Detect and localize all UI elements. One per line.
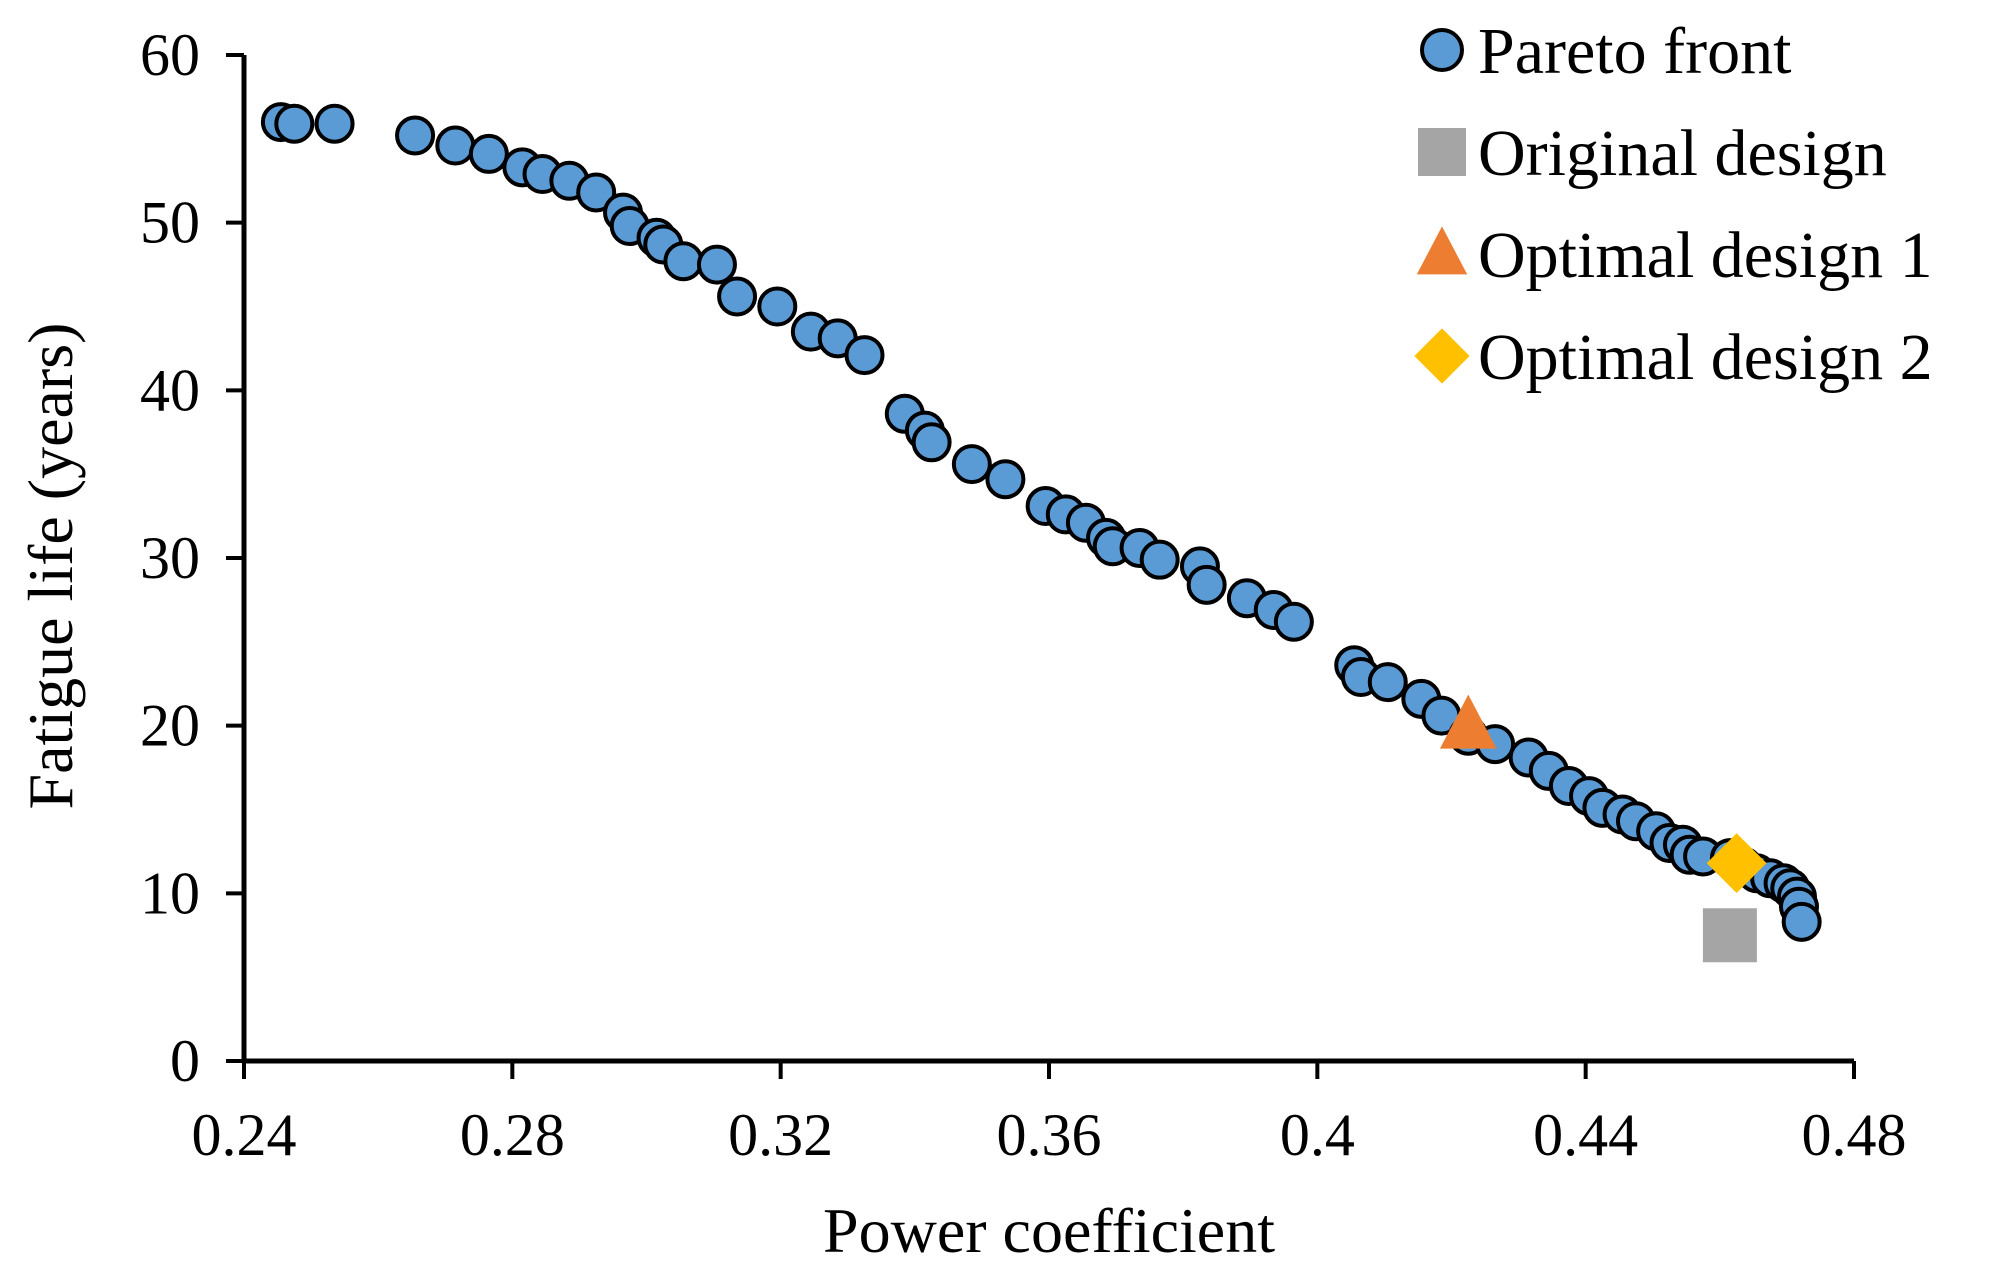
legend-marker <box>1414 328 1470 384</box>
pareto-point <box>1139 539 1180 580</box>
legend-item: Optimal design 2 <box>1414 321 1933 394</box>
x-tick-label: 0.4 <box>1280 1102 1355 1168</box>
pareto-point <box>1273 601 1314 642</box>
pareto-point <box>435 125 476 166</box>
legend-marker <box>1418 128 1466 176</box>
optimal-design-1-point <box>1439 694 1497 749</box>
y-tick-label: 30 <box>140 525 200 591</box>
series-optimal-design-1 <box>1439 694 1497 749</box>
pareto-point <box>985 459 1026 500</box>
optimal-design-2-point <box>1706 833 1767 894</box>
legend-item: Original design <box>1418 117 1887 190</box>
legend-label: Original design <box>1478 117 1887 190</box>
legend-label: Optimal design 1 <box>1478 219 1933 292</box>
pareto-point <box>274 103 315 144</box>
series-optimal-design-2 <box>1706 833 1767 894</box>
x-tick-label: 0.36 <box>997 1102 1102 1168</box>
axes: 0.24 0.28 0.32 0.36 0.4 0.44 0.48 0 10 20 30 40 50 60 <box>140 22 1907 1168</box>
series-original-design <box>1702 908 1757 963</box>
pareto-point <box>468 133 509 174</box>
legend-label: Optimal design 2 <box>1478 321 1933 394</box>
legend-marker <box>1420 28 1464 72</box>
legend-item: Pareto front <box>1420 15 1791 88</box>
pareto-point <box>911 422 952 463</box>
pareto-point <box>757 286 798 327</box>
y-tick-label: 20 <box>140 693 200 759</box>
data-marks <box>260 102 1822 963</box>
x-tick-label: 0.32 <box>728 1102 833 1168</box>
pareto-point <box>1781 901 1822 942</box>
pareto-point <box>1186 564 1227 605</box>
original-design-point <box>1702 908 1757 963</box>
y-tick-label: 10 <box>140 860 200 926</box>
legend-marker <box>1416 226 1468 275</box>
pareto-point <box>314 103 355 144</box>
pareto-point <box>696 244 737 285</box>
pareto-point <box>1367 662 1408 703</box>
x-tick-label: 0.48 <box>1802 1102 1907 1168</box>
pareto-point <box>844 335 885 376</box>
x-axis-title: Power coefficient <box>823 1195 1275 1266</box>
legend: Pareto front Original design Optimal desig… <box>1414 15 1933 394</box>
y-tick-label: 60 <box>140 22 200 88</box>
legend-label: Pareto front <box>1478 15 1791 88</box>
y-tick-label: 50 <box>140 190 200 256</box>
y-tick-label: 0 <box>170 1028 200 1094</box>
legend-item: Optimal design 1 <box>1416 219 1933 292</box>
x-tick-label: 0.24 <box>192 1102 297 1168</box>
pareto-point <box>576 172 617 213</box>
y-tick-label: 40 <box>140 357 200 423</box>
pareto-point <box>717 276 758 317</box>
y-axis-title: Fatigue life (years) <box>15 323 86 810</box>
pareto-point <box>951 444 992 485</box>
x-tick-label: 0.44 <box>1533 1102 1638 1168</box>
pareto-point <box>663 241 704 282</box>
pareto-point <box>395 115 436 156</box>
x-tick-label: 0.28 <box>460 1102 565 1168</box>
